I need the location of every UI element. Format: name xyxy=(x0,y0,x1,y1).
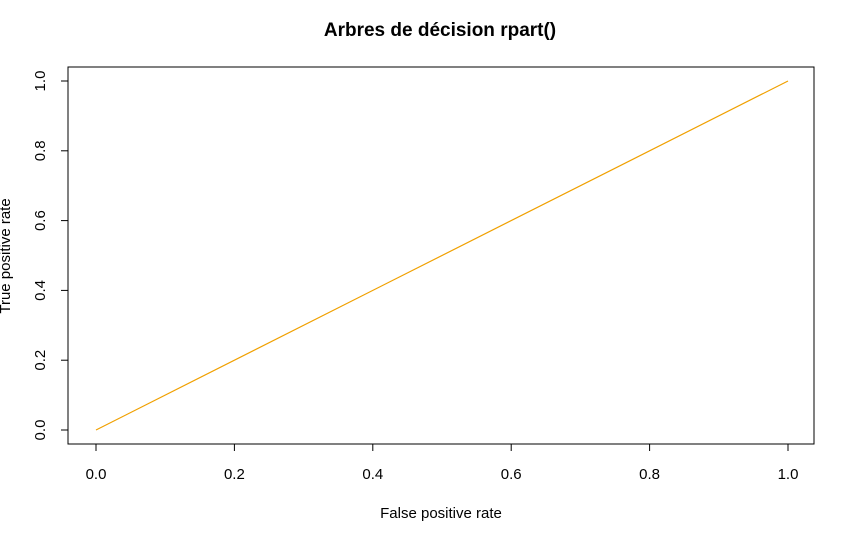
y-tick-label: 0.6 xyxy=(32,210,49,231)
chart-title: Arbres de décision rpart() xyxy=(324,20,556,41)
y-axis: 0.0 0.2 0.4 0.6 0.8 1.0 xyxy=(32,71,69,441)
x-tick-label: 0.0 xyxy=(86,466,107,483)
x-tick-label: 0.6 xyxy=(501,466,522,483)
y-tick-label: 1.0 xyxy=(32,71,49,92)
y-tick-label: 0.4 xyxy=(32,280,49,301)
roc-curve-line xyxy=(95,80,789,431)
x-axis-label: False positive rate xyxy=(380,505,502,522)
series-layer xyxy=(95,80,789,431)
y-tick-label: 0.8 xyxy=(32,140,49,161)
x-axis: 0.0 0.2 0.4 0.6 0.8 1.0 xyxy=(86,443,799,483)
x-tick-label: 0.2 xyxy=(224,466,245,483)
y-axis-label: True positive rate xyxy=(0,198,14,313)
y-tick-label: 0.0 xyxy=(32,420,49,441)
x-tick-label: 1.0 xyxy=(778,466,799,483)
y-tick-label: 0.2 xyxy=(32,350,49,371)
x-tick-label: 0.8 xyxy=(639,466,660,483)
x-tick-label: 0.4 xyxy=(362,466,383,483)
